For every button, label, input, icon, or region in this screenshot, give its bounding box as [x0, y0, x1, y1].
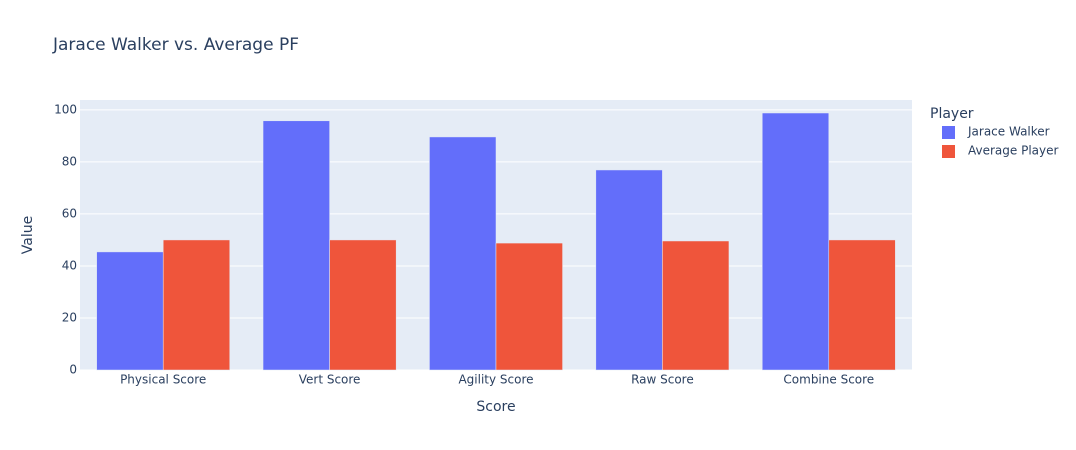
y-tick-label: 60 [62, 206, 77, 220]
legend-label: Jarace Walker [967, 125, 1050, 139]
y-tick-label: 40 [62, 258, 77, 272]
legend-label: Average Player [968, 144, 1059, 158]
legend-title: Player [930, 106, 974, 122]
x-axis-title: Score [476, 399, 515, 415]
y-tick-label: 100 [54, 102, 77, 116]
bar [96, 251, 164, 371]
bar [162, 239, 231, 371]
bar [828, 239, 896, 371]
y-tick-label: 20 [62, 310, 77, 324]
bar [329, 239, 397, 371]
bar [662, 240, 730, 371]
x-tick-label: Physical Score [120, 373, 206, 387]
y-axis-title: Value [20, 216, 36, 254]
bar [495, 242, 563, 371]
chart-title: Jarace Walker vs. Average PF [52, 35, 299, 55]
bar [761, 112, 830, 371]
legend-swatch [942, 126, 955, 139]
y-tick-label: 0 [69, 363, 77, 377]
legend-swatch [942, 145, 955, 158]
bar [595, 169, 663, 371]
x-tick-label: Combine Score [783, 373, 874, 387]
x-tick-label: Agility Score [458, 373, 533, 387]
x-tick-label: Raw Score [631, 373, 694, 387]
bar [262, 120, 330, 371]
y-tick-label: 80 [62, 154, 77, 168]
x-tick-label: Vert Score [299, 373, 361, 387]
bar [429, 136, 497, 371]
